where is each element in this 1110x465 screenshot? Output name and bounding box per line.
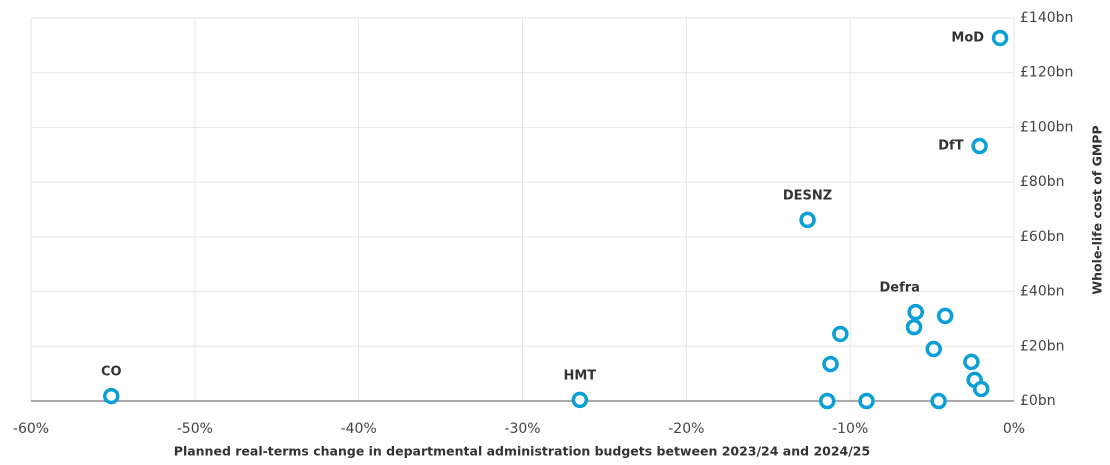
point-label: MoD — [951, 30, 984, 45]
x-tick-label: -60% — [13, 421, 49, 437]
point — [971, 137, 988, 155]
point — [930, 392, 947, 410]
point-label: HMT — [563, 368, 596, 383]
point — [905, 318, 923, 336]
point — [103, 387, 120, 405]
y-axis-title: Whole-life cost of GMPP — [1090, 125, 1105, 294]
y-tick-label: £20bn — [1020, 338, 1064, 354]
point-label: CO — [101, 365, 122, 380]
point — [972, 380, 990, 398]
x-axis-title: Planned real-terms change in departmenta… — [174, 444, 870, 459]
point — [936, 307, 954, 325]
point-label: DfT — [938, 139, 963, 154]
x-tick-label: -10% — [832, 421, 868, 437]
y-tick-label: £120bn — [1020, 65, 1073, 81]
y-tick-label: £40bn — [1020, 284, 1064, 300]
point — [925, 340, 942, 358]
y-tick-label: £0bn — [1020, 393, 1056, 409]
point-label: Defra — [879, 281, 919, 296]
x-tick-label: -50% — [177, 421, 213, 437]
x-tick-label: -40% — [341, 421, 377, 437]
y-tick-label: £140bn — [1020, 10, 1073, 26]
point-label: DESNZ — [783, 188, 832, 203]
x-tick-label: -20% — [668, 421, 704, 437]
y-tick-label: £60bn — [1020, 229, 1064, 245]
y-tick-label: £100bn — [1020, 119, 1073, 135]
point — [799, 211, 816, 229]
point — [963, 353, 980, 371]
point — [991, 29, 1009, 47]
point — [822, 355, 839, 373]
point — [571, 391, 589, 409]
y-tick-label: £80bn — [1020, 174, 1064, 190]
point — [818, 392, 836, 410]
x-tick-label: -30% — [504, 421, 540, 437]
point — [907, 303, 924, 321]
point — [858, 392, 875, 410]
x-tick-label: 0% — [1003, 421, 1025, 437]
point — [832, 325, 849, 343]
